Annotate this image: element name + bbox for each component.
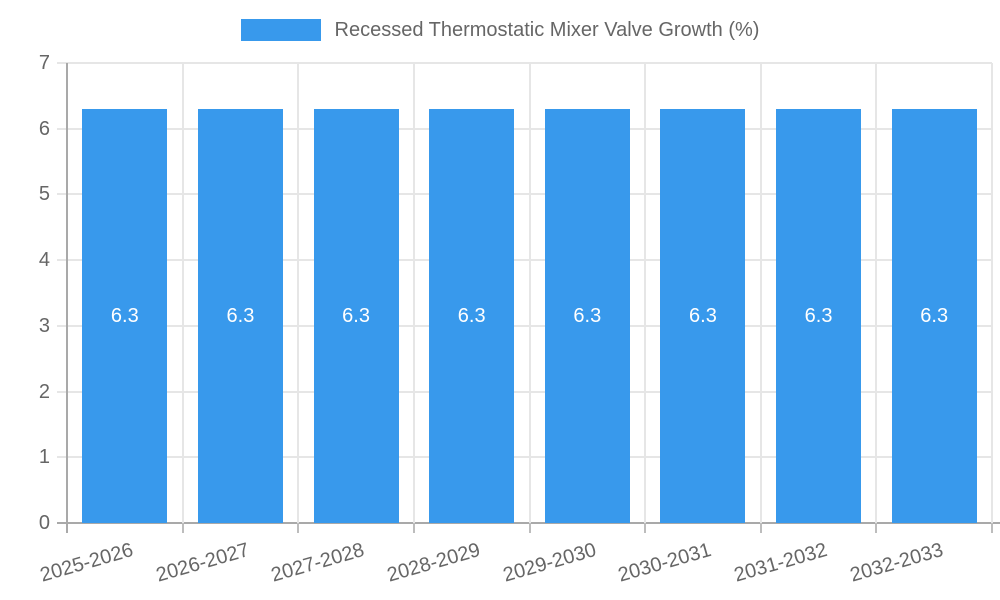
y-gridline — [57, 259, 992, 262]
x-tick-label: 2027-2028 — [269, 539, 368, 587]
x-tick-label: 2029-2030 — [500, 539, 599, 587]
bar-value-label: 6.3 — [804, 305, 833, 327]
y-gridline — [57, 324, 992, 327]
y-tick-label: 1 — [38, 446, 50, 469]
y-tick-label: 0 — [38, 512, 50, 534]
x-gridline — [528, 63, 531, 523]
x-gridline — [759, 63, 762, 523]
x-tick-label: 2030-2031 — [615, 539, 715, 587]
bar[interactable] — [429, 109, 515, 523]
bar-value-label: 6.3 — [920, 305, 949, 327]
x-tick-mark — [875, 523, 878, 533]
bar-value-label: 6.3 — [573, 305, 602, 327]
y-tick-label: 2 — [38, 380, 50, 403]
bar[interactable] — [82, 109, 168, 523]
y-gridline — [57, 456, 992, 459]
y-tick-label: 7 — [38, 52, 50, 74]
x-tick-mark — [181, 523, 184, 533]
x-gridline — [875, 63, 878, 523]
x-tick-label: 2026-2027 — [153, 539, 252, 587]
legend-label: Recessed Thermostatic Mixer Valve Growth… — [334, 19, 760, 41]
x-tick-mark — [528, 523, 531, 533]
bar[interactable] — [660, 109, 746, 523]
bar[interactable] — [197, 109, 283, 523]
legend-swatch-icon — [240, 19, 321, 41]
x-gridline — [991, 63, 993, 523]
chart-legend[interactable]: Recessed Thermostatic Mixer Valve Growth… — [0, 18, 1000, 42]
y-tick-label: 3 — [38, 314, 50, 337]
y-tick-label: 6 — [38, 117, 50, 140]
x-tick-label: 2032-2033 — [847, 539, 946, 587]
y-axis-line — [66, 63, 68, 533]
bar[interactable] — [891, 109, 977, 523]
x-tick-mark — [644, 523, 647, 533]
x-tick-label: 2025-2026 — [37, 539, 136, 587]
y-gridline — [57, 390, 992, 393]
y-gridline — [57, 193, 992, 196]
y-tick-label: 4 — [38, 249, 50, 272]
bar-value-label: 6.3 — [342, 305, 370, 327]
bar-value-label: 6.3 — [457, 305, 486, 327]
y-tick-label: 5 — [38, 183, 50, 206]
bar[interactable] — [313, 109, 399, 523]
bar-value-label: 6.3 — [110, 305, 139, 327]
x-gridline — [181, 63, 184, 523]
y-gridline — [57, 127, 992, 130]
x-tick-label: 2031-2032 — [731, 539, 830, 587]
x-gridline — [412, 63, 415, 523]
x-tick-mark — [297, 523, 300, 533]
x-tick-mark — [412, 523, 415, 533]
bar[interactable] — [544, 109, 630, 523]
bar-value-label: 6.3 — [689, 305, 717, 327]
x-gridline — [297, 63, 300, 523]
y-gridline — [57, 62, 992, 64]
bar-value-label: 6.3 — [226, 305, 255, 327]
x-tick-mark — [759, 523, 762, 533]
x-tick-label: 2028-2029 — [384, 539, 483, 587]
x-gridline — [644, 63, 647, 523]
bar[interactable] — [776, 109, 862, 523]
x-tick-mark — [991, 523, 993, 533]
